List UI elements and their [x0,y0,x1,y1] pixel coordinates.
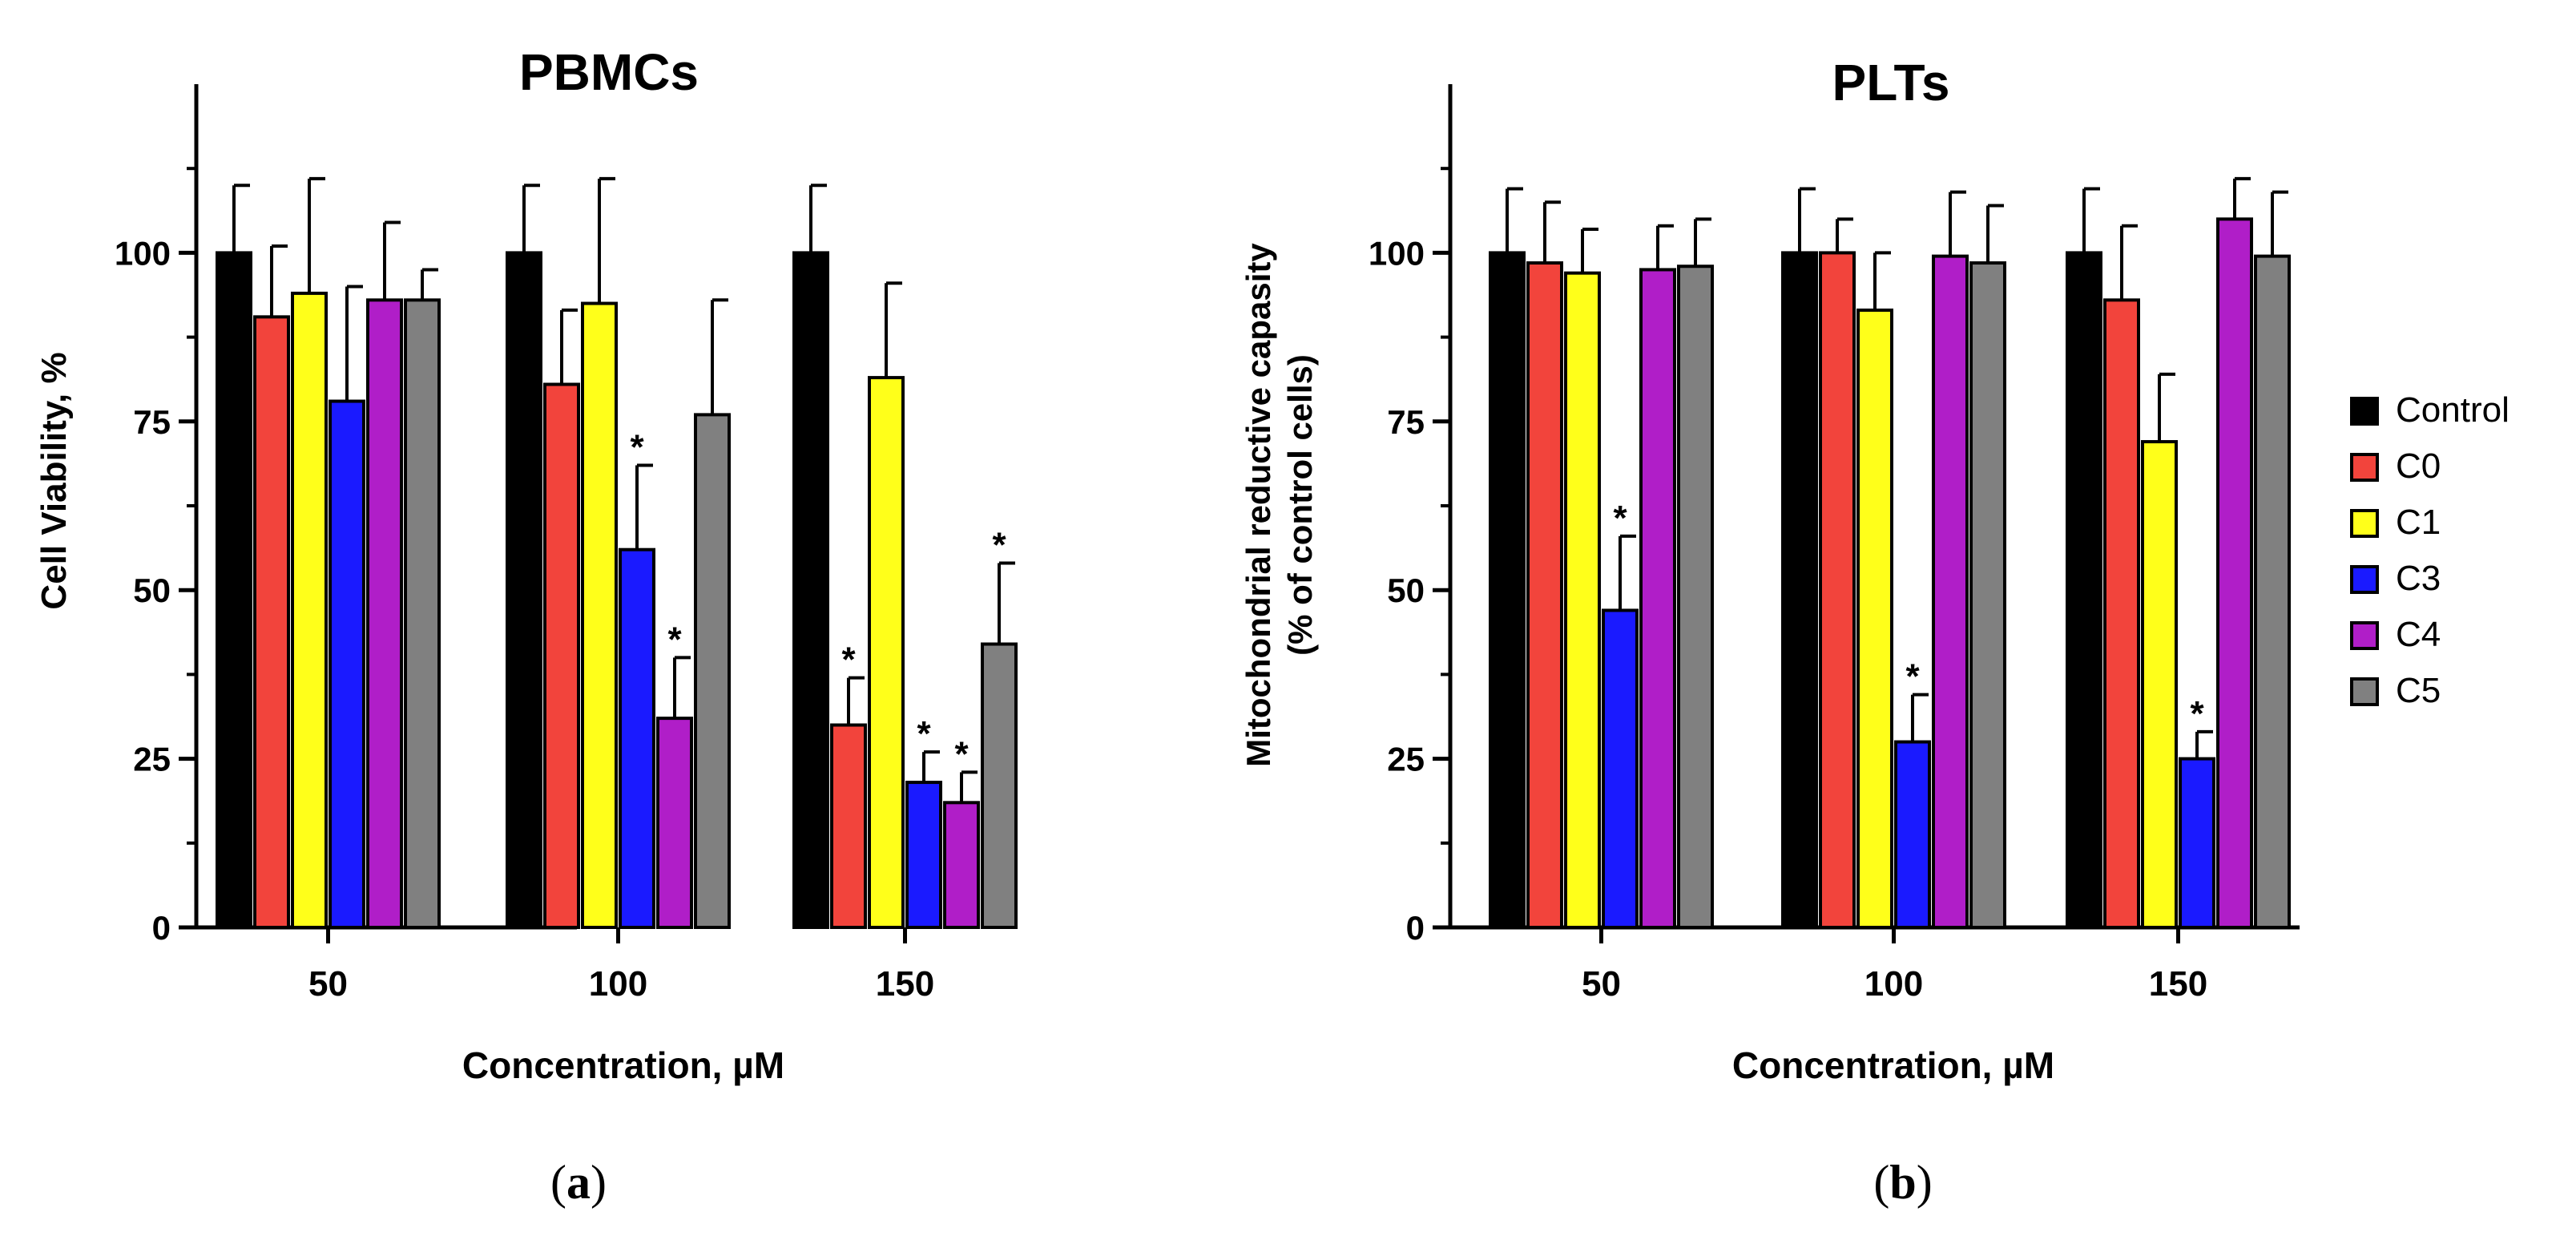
significance-marker: * [992,526,1006,565]
y-tick-label: 50 [1387,572,1425,609]
significance-marker: * [954,734,969,774]
chart-title: PLTs [1832,54,1950,111]
bar-c5-50 [1677,265,1714,929]
bar-c1-100 [581,301,618,929]
y-tick-label: 100 [1369,234,1425,272]
legend-label-c4: C4 [2396,615,2441,654]
bar-control-100 [506,251,542,929]
bar-c3-100 [619,547,655,929]
bar-c5-150 [2254,254,2291,930]
bar-c5-150 [981,642,1018,929]
significance-marker: * [667,620,682,659]
panel-label-a: (a) [550,1156,607,1209]
legend-label-control: Control [2396,390,2509,430]
y-tick-label: 75 [133,403,171,441]
x-tick-label: 50 [1582,964,1621,1004]
legend-label-c0: C0 [2396,446,2441,486]
bar-c5-50 [404,298,441,929]
bar-c1-150 [868,376,905,929]
bar-c1-100 [1856,308,1893,930]
legend-swatch-c1 [2350,509,2379,538]
bar-c3-50 [329,399,365,929]
y-tick-label: 100 [115,234,171,272]
legend-swatch-control [2350,397,2379,426]
x-tick-label: 100 [1864,964,1923,1004]
bar-c1-50 [291,291,328,929]
significance-marker: * [630,428,644,467]
bar-c0-100 [543,382,580,929]
x-axis-label: Concentration, µM [462,1044,784,1086]
significance-marker: * [917,714,931,753]
y-tick-label: 0 [1406,909,1425,947]
y-tick-label: 50 [133,572,171,609]
legend-label-c5: C5 [2396,671,2441,710]
bar-c0-50 [253,315,290,929]
bar-c0-50 [1526,261,1563,929]
bar-c4-50 [366,298,403,929]
bar-c5-100 [1969,261,2006,929]
chart-plts: PLTs Mitochondrial reductive capasity (% o… [1240,54,2300,1086]
y-axis-label-line-2: (% of control cells) [1281,354,1319,656]
bar-c3-150 [905,781,942,930]
significance-marker: * [1905,657,1920,697]
bar-c5-100 [694,413,731,929]
x-axis-label: Concentration, µM [1732,1044,2054,1086]
bar-c0-150 [2103,298,2140,929]
bar-c4-100 [1932,254,1969,930]
bar-c4-150 [2216,217,2253,929]
bar-c1-50 [1564,271,1601,929]
bar-c3-50 [1602,608,1639,929]
x-tick-label: 100 [589,964,647,1004]
y-tick-label: 0 [152,909,171,947]
legend-swatch-c0 [2350,453,2379,482]
bar-control-150 [792,251,829,929]
y-axis-label: Cell Viability, % [34,352,74,609]
bar-c3-150 [2179,757,2215,929]
bar-c0-100 [1819,251,1856,929]
panel-label-b: (b) [1873,1156,1932,1209]
bar-control-50 [1489,251,1526,929]
legend-label-c1: C1 [2396,503,2441,542]
chart-title: PBMCs [519,43,699,101]
legend-swatch-c4 [2350,621,2379,650]
bar-control-100 [1781,251,1818,929]
bar-c4-150 [943,801,980,930]
chart-pbmcs: PBMCs Cell Viability, % 0 25 50 75 100 50 100 * * 1… [34,43,1018,1086]
significance-marker: * [1613,499,1627,538]
legend: Control C0 C1 C3 C4 C5 [2350,390,2509,710]
bar-c4-50 [1639,268,1676,929]
y-tick-label: 25 [1387,741,1425,778]
bar-c3-100 [1894,740,1931,929]
bar-c0-150 [830,723,867,930]
significance-marker: * [841,640,856,680]
bar-control-150 [2066,251,2102,929]
bar-c1-150 [2141,440,2178,929]
bar-control-50 [216,251,252,929]
y-axis-label: Mitochondrial reductive capasity [1240,243,1277,767]
significance-marker: * [2190,694,2204,733]
legend-swatch-c3 [2350,565,2379,594]
y-tick-label: 75 [1387,403,1425,441]
y-tick-label: 25 [133,741,171,778]
legend-swatch-c5 [2350,677,2379,706]
x-tick-label: 150 [2149,964,2207,1004]
legend-label-c3: C3 [2396,559,2441,598]
bar-c4-100 [656,717,693,929]
x-tick-label: 150 [876,964,934,1004]
x-tick-label: 50 [308,964,348,1004]
